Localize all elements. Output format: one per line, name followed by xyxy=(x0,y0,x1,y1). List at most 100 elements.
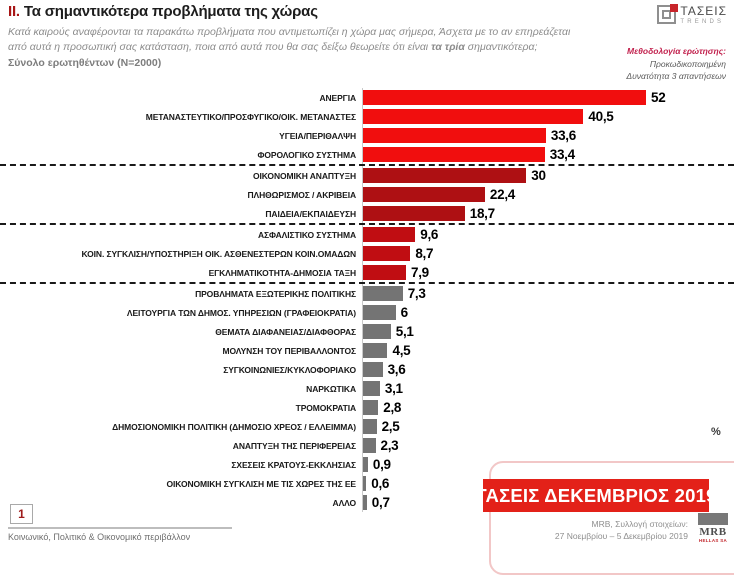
category-label: ΤΡΟΜΟΚΡΑΤΙΑ xyxy=(295,402,356,413)
bar xyxy=(363,324,391,339)
value-label: 0,9 xyxy=(372,457,391,472)
value-label: 5,1 xyxy=(395,324,414,339)
dashed-separator xyxy=(0,223,734,225)
methodology-line-1: Προκωδικοποιημένη xyxy=(649,58,726,69)
value-label: 7,3 xyxy=(407,286,426,301)
value-label: 52 xyxy=(651,90,666,105)
category-label: ΠΡΟΒΛΗΜΑΤΑ ΕΞΩΤΕΡΙΚΗΣ ΠΟΛΙΤΙΚΗΣ xyxy=(195,288,356,299)
bar xyxy=(363,147,545,162)
category-label: ΠΑΙΔΕΙΑ/ΕΚΠΑΙΔΕΥΣΗ xyxy=(265,208,356,219)
chart-row: ΠΡΟΒΛΗΜΑΤΑ ΕΞΩΤΕΡΙΚΗΣ ΠΟΛΙΤΙΚΗΣ 7,3 xyxy=(0,284,734,303)
bar xyxy=(363,128,546,143)
value-label: 3,6 xyxy=(387,362,406,377)
value-label: 33,6 xyxy=(550,128,576,143)
bar xyxy=(363,495,367,510)
chart-row: ΘΕΜΑΤΑ ΔΙΑΦΑΝΕΙΑΣ/ΔΙΑΦΘΟΡΑΣ 5,1 xyxy=(0,322,734,341)
category-label: ΔΗΜΟΣΙΟΝΟΜΙΚΗ ΠΟΛΙΤΙΚΗ (ΔΗΜΟΣΙΟ ΧΡΕΟΣ / … xyxy=(112,421,356,432)
chart-row: ΛΕΙΤΟΥΡΓΙΑ ΤΩΝ ΔΗΜΟΣ. ΥΠΗΡΕΣΙΩΝ (ΓΡΑΦΕΙΟ… xyxy=(0,303,734,322)
category-label: ΟΙΚΟΝΟΜΙΚΗ ΣΥΓΚΛΙΣΗ ΜΕ ΤΙΣ ΧΩΡΕΣ ΤΗΣ ΕΕ xyxy=(166,478,357,489)
value-label: 2,3 xyxy=(380,438,399,453)
category-label: ΝΑΡΚΩΤΙΚΑ xyxy=(306,383,356,394)
bar xyxy=(363,343,388,358)
collection-line-2: 27 Νοεμβρίου – 5 Δεκεμβρίου 2019 xyxy=(554,531,688,541)
chart-row: ΠΑΙΔΕΙΑ/ΕΚΠΑΙΔΕΥΣΗ 18,7 xyxy=(0,204,734,223)
value-label: 6 xyxy=(400,305,409,320)
chart-row: ΟΙΚΟΝΟΜΙΚΗ ΣΥΓΚΛΙΣΗ ΜΕ ΤΙΣ ΧΩΡΕΣ ΤΗΣ ΕΕ 0… xyxy=(0,474,734,493)
bar xyxy=(363,400,379,415)
chart-axis-line xyxy=(362,88,363,512)
category-label: ΛΕΙΤΟΥΡΓΙΑ ΤΩΝ ΔΗΜΟΣ. ΥΠΗΡΕΣΙΩΝ (ΓΡΑΦΕΙΟ… xyxy=(126,307,356,318)
taseis-logo-sub: TRENDS xyxy=(680,19,725,25)
bar-chart: ΑΝΕΡΓΙΑ 52 ΜΕΤΑΝΑΣΤΕΥΤΙΚΟ/ΠΡΟΣΦΥΓΙΚΟ/ΟΙΚ. … xyxy=(0,88,734,512)
bar xyxy=(363,457,368,472)
title-text: Τα σημαντικότερα προβλήματα της χώρας xyxy=(23,3,318,20)
methodology-note: Μεθοδολογία ερώτησης: Προκωδικοποιημένη … xyxy=(626,45,726,83)
wave-banner: ΤΑΣΕΙΣ ΔΕΚΕΜΒΡΙΟΣ 2019 xyxy=(475,479,716,512)
chart-row: ΥΓΕΙΑ/ΠΕΡΙΘΑΛΨΗ 33,6 xyxy=(0,126,734,145)
mrb-logo-sub: HELLAS SA xyxy=(698,538,728,543)
section-number: II. xyxy=(8,3,20,20)
chart-row: ΜΕΤΑΝΑΣΤΕΥΤΙΚΟ/ΠΡΟΣΦΥΓΙΚΟ/ΟΙΚ. ΜΕΤΑΝΑΣΤΕ… xyxy=(0,107,734,126)
value-label: 7,9 xyxy=(410,265,429,280)
value-label: 0,7 xyxy=(371,495,390,510)
page-title: II. Τα σημαντικότερα προβλήματα της χώρα… xyxy=(8,3,318,20)
methodology-heading: Μεθοδολογία ερώτησης: xyxy=(627,46,726,56)
value-label: 4,5 xyxy=(392,343,411,358)
bar xyxy=(363,227,416,242)
bar xyxy=(363,168,527,183)
bar xyxy=(363,381,380,396)
bar xyxy=(363,206,465,221)
value-label: 22,4 xyxy=(489,187,515,202)
taseis-maze-icon xyxy=(657,4,679,24)
taseis-logo-name: ΤΑΣΕΙΣ xyxy=(680,4,727,18)
category-label: ΑΝΑΠΤΥΞΗ ΤΗΣ ΠΕΡΙΦΕΡΕΙΑΣ xyxy=(232,440,356,451)
category-label: ΑΝΕΡΓΙΑ xyxy=(319,92,356,103)
chart-row: ΑΝΑΠΤΥΞΗ ΤΗΣ ΠΕΡΙΦΕΡΕΙΑΣ 2,3 xyxy=(0,436,734,455)
chart-row: ΟΙΚΟΝΟΜΙΚΗ ΑΝΑΠΤΥΞΗ 30 xyxy=(0,166,734,185)
category-label: ΦΟΡΟΛΟΓΙΚΟ ΣΥΣΤΗΜΑ xyxy=(257,149,356,160)
dashed-separator xyxy=(0,164,734,166)
bar xyxy=(363,305,396,320)
value-label: 33,4 xyxy=(549,147,575,162)
sample-size: Σύνολο ερωτηθέντων (N=2000) xyxy=(8,57,162,69)
chart-row: ΜΟΛΥΝΣΗ ΤΟΥ ΠΕΡΙΒΑΛΛΟΝΤΟΣ 4,5 xyxy=(0,341,734,360)
mrb-logo: MRB HELLAS SA xyxy=(698,513,728,543)
bar xyxy=(363,265,406,280)
value-label: 2,5 xyxy=(381,419,400,434)
mrb-logo-block xyxy=(698,513,728,525)
chart-row: ΣΧΕΣΕΙΣ ΚΡΑΤΟΥΣ-ΕΚΚΛΗΣΙΑΣ 0,9 xyxy=(0,455,734,474)
taseis-trends-logo: ΤΑΣΕΙΣ TRENDS xyxy=(657,4,727,25)
footer-caption: Κοινωνικό, Πολιτικό & Οικονομικό περιβάλ… xyxy=(8,532,191,542)
category-label: ΑΛΛΟ xyxy=(332,497,357,508)
category-label: ΜΟΛΥΝΣΗ ΤΟΥ ΠΕΡΙΒΑΛΛΟΝΤΟΣ xyxy=(222,345,357,356)
bar xyxy=(363,109,584,124)
chart-row: ΠΛΗΘΩΡΙΣΜΟΣ / ΑΚΡΙΒΕΙΑ 22,4 xyxy=(0,185,734,204)
page-number: 1 xyxy=(10,504,33,524)
value-label: 8,7 xyxy=(415,246,434,261)
bar xyxy=(363,90,646,105)
category-label: ΜΕΤΑΝΑΣΤΕΥΤΙΚΟ/ΠΡΟΣΦΥΓΙΚΟ/ΟΙΚ. ΜΕΤΑΝΑΣΤΕ… xyxy=(145,111,356,122)
bar xyxy=(363,438,376,453)
taseis-logo-text: ΤΑΣΕΙΣ TRENDS xyxy=(680,5,727,25)
value-label: 0,6 xyxy=(371,476,390,491)
category-label: ΣΧΕΣΕΙΣ ΚΡΑΤΟΥΣ-ΕΚΚΛΗΣΙΑΣ xyxy=(231,459,356,470)
bar xyxy=(363,286,403,301)
value-label: 9,6 xyxy=(420,227,439,242)
category-label: ΥΓΕΙΑ/ΠΕΡΙΘΑΛΨΗ xyxy=(279,130,356,141)
percent-unit-label: % xyxy=(711,426,721,438)
bar xyxy=(363,187,485,202)
category-label: ΟΙΚΟΝΟΜΙΚΗ ΑΝΑΠΤΥΞΗ xyxy=(253,170,356,181)
chart-row: ΤΡΟΜΟΚΡΑΤΙΑ 2,8 xyxy=(0,398,734,417)
bar xyxy=(363,246,411,261)
bar xyxy=(363,476,367,491)
dashed-separator xyxy=(0,282,734,284)
value-label: 2,8 xyxy=(383,400,402,415)
collection-line-1: MRB, Συλλογή στοιχείων: xyxy=(591,519,688,529)
methodology-line-2: Δυνατότητα 3 απαντήσεων xyxy=(626,71,726,81)
value-label: 3,1 xyxy=(384,381,403,396)
category-label: ΑΣΦΑΛΙΣΤΙΚΟ ΣΥΣΤΗΜΑ xyxy=(257,229,356,240)
chart-row: ΕΓΚΛΗΜΑΤΙΚΟΤΗΤΑ-ΔΗΜΟΣΙΑ ΤΑΞΗ 7,9 xyxy=(0,263,734,282)
bar xyxy=(363,419,377,434)
subtitle-line-1: Κατά καιρούς αναφέρονται τα παρακάτω προ… xyxy=(8,26,571,38)
chart-row: ΚΟΙΝ. ΣΥΓΚΛΙΣΗ/ΥΠΟΣΤΗΡΙΞΗ ΟΙΚ. ΑΣΘΕΝΕΣΤΕ… xyxy=(0,244,734,263)
